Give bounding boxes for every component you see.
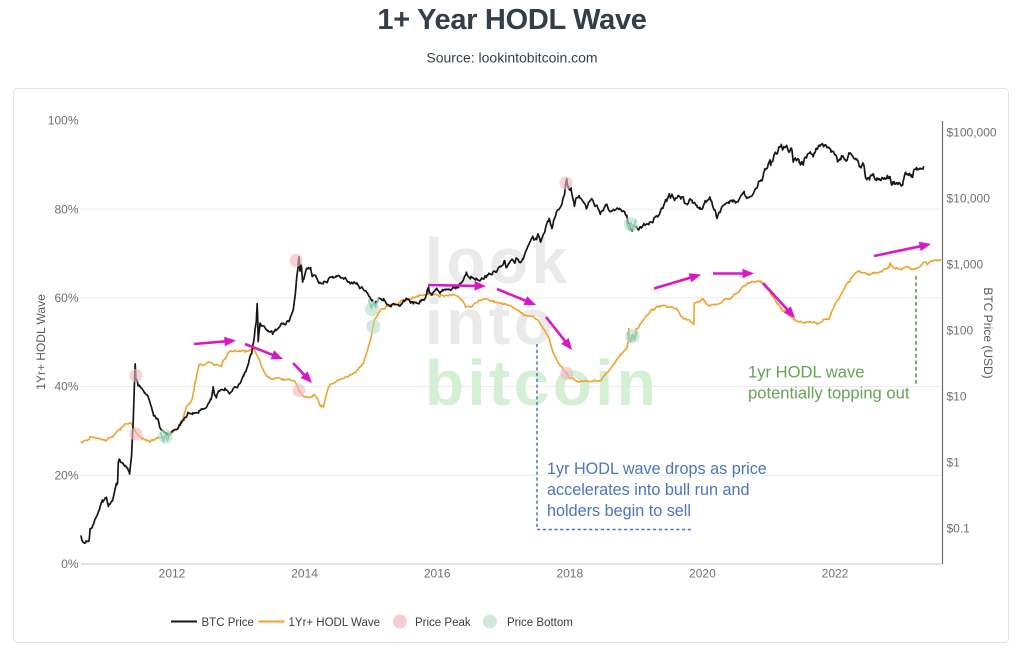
- svg-text:1Yr+ HODL Wave: 1Yr+ HODL Wave: [34, 294, 48, 390]
- svg-text:$10: $10: [947, 390, 967, 404]
- svg-text:2020: 2020: [689, 567, 716, 581]
- svg-text:BTC Price: BTC Price: [202, 617, 254, 629]
- svg-text:$1: $1: [947, 456, 961, 470]
- svg-text:80%: 80%: [54, 202, 78, 216]
- svg-text:Price Peak: Price Peak: [415, 617, 471, 629]
- svg-text:1+ Year HODL Wave: 1+ Year HODL Wave: [377, 4, 646, 36]
- svg-text:potentially topping out: potentially topping out: [748, 384, 910, 403]
- svg-text:1yr HODL wave: 1yr HODL wave: [748, 363, 865, 382]
- svg-text:2016: 2016: [424, 567, 451, 581]
- svg-text:100%: 100%: [48, 114, 79, 128]
- svg-text:0%: 0%: [61, 557, 79, 571]
- svg-text:$10,000: $10,000: [947, 192, 991, 206]
- svg-text:1yr HODL wave drops as price: 1yr HODL wave drops as price: [547, 460, 767, 478]
- svg-text:Price Bottom: Price Bottom: [507, 617, 573, 629]
- svg-text:60%: 60%: [54, 291, 78, 305]
- svg-text:2012: 2012: [159, 567, 186, 581]
- svg-text:2022: 2022: [822, 567, 849, 581]
- svg-text:$1,000: $1,000: [947, 258, 984, 272]
- svg-text:2018: 2018: [556, 567, 583, 581]
- svg-text:$100,000: $100,000: [947, 126, 997, 140]
- svg-text:accelerates into bull run and: accelerates into bull run and: [547, 481, 749, 499]
- svg-text:BTC Price (USD): BTC Price (USD): [981, 287, 995, 378]
- svg-text:Source: lookintobitcoin.com: Source: lookintobitcoin.com: [426, 50, 597, 66]
- svg-text:into: into: [425, 286, 556, 358]
- svg-text:40%: 40%: [54, 380, 78, 394]
- svg-text:bitcoin: bitcoin: [425, 347, 659, 419]
- svg-text:20%: 20%: [54, 468, 78, 482]
- svg-text:1Yr+ HODL Wave: 1Yr+ HODL Wave: [289, 617, 381, 629]
- svg-text:holders begin to sell: holders begin to sell: [547, 502, 691, 520]
- svg-text:$0.1: $0.1: [947, 522, 971, 536]
- svg-text:2014: 2014: [291, 567, 318, 581]
- svg-text:$100: $100: [947, 324, 974, 338]
